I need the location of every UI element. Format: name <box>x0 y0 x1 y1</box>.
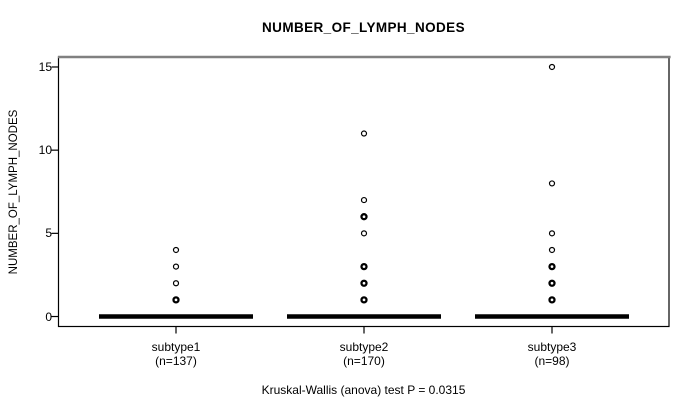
outlier-point <box>360 213 368 221</box>
outlier-point <box>172 280 180 287</box>
outlier-point <box>548 262 556 271</box>
outlier-point <box>548 246 556 254</box>
y-tick-label-15: 15 <box>38 59 52 74</box>
outlier-point <box>172 296 180 304</box>
y-axis-label: NUMBER_OF_LYMPH_NODES <box>8 109 20 275</box>
outlier-point <box>360 130 368 137</box>
chart-title: NUMBER_OF_LYMPH_NODES <box>262 20 465 35</box>
group-name: subtype3 <box>527 340 577 354</box>
x-tick-label-group-2: subtype2 (n=170) <box>294 340 434 368</box>
group-count: (n=137) <box>155 353 197 368</box>
y-tick-label-0: 0 <box>45 309 52 324</box>
stat-test-caption: Kruskal-Wallis (anova) test P = 0.0315 <box>261 383 466 397</box>
x-tick-label-group-3: subtype3 (n=98) <box>482 340 622 368</box>
group-count: (n=170) <box>343 353 385 368</box>
outlier-point <box>548 279 556 287</box>
outlier-point <box>360 262 368 271</box>
group-count: (n=98) <box>534 353 570 368</box>
outlier-point <box>548 296 556 304</box>
y-tick-label-5: 5 <box>45 226 52 241</box>
outlier-point <box>360 230 368 237</box>
outlier-point <box>172 263 180 270</box>
group-name: subtype2 <box>339 340 389 354</box>
group-name: subtype1 <box>151 340 201 354</box>
outlier-point <box>172 246 180 254</box>
outlier-point <box>548 180 556 187</box>
outlier-point <box>360 196 368 204</box>
x-tick-label-group-1: subtype1 (n=137) <box>106 340 246 368</box>
outlier-point <box>360 279 368 287</box>
outlier-point <box>548 63 556 71</box>
outlier-point <box>548 230 556 237</box>
outlier-point <box>360 296 368 304</box>
y-tick-label-10: 10 <box>38 143 52 158</box>
